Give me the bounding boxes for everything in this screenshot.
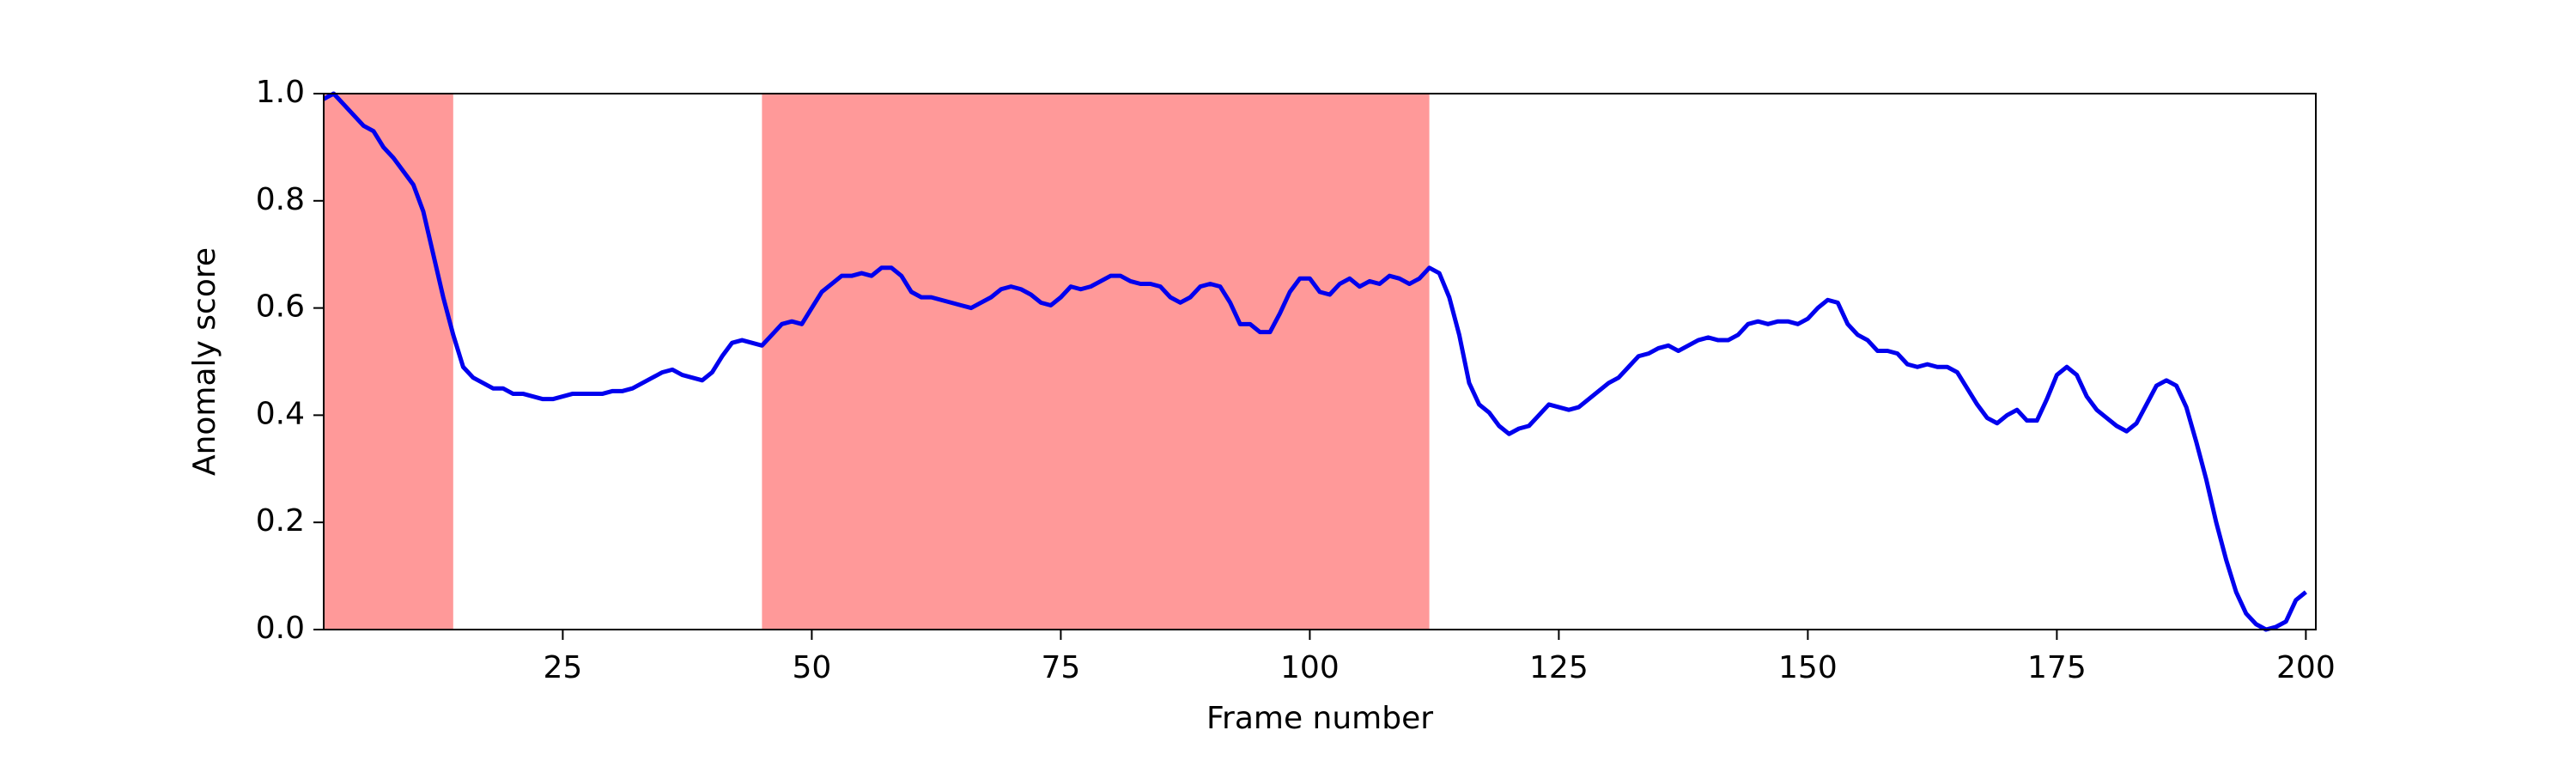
y-tick-label: 0.0	[256, 611, 305, 646]
x-tick-label: 50	[792, 650, 831, 685]
y-tick-label: 0.2	[256, 503, 305, 539]
x-tick-label: 150	[1778, 650, 1838, 685]
y-axis-label: Anomaly score	[187, 247, 222, 476]
x-axis-label: Frame number	[1206, 701, 1433, 736]
x-tick-label: 75	[1041, 650, 1080, 685]
y-tick-label: 1.0	[256, 75, 305, 110]
series-line	[322, 91, 2307, 632]
highlight-region	[762, 94, 1430, 630]
y-tick-label: 0.6	[256, 289, 305, 325]
x-tick-label: 175	[2027, 650, 2087, 685]
x-tick-label: 100	[1280, 650, 1340, 685]
x-tick-label: 200	[2276, 650, 2336, 685]
highlight-region	[324, 94, 453, 630]
y-tick-label: 0.4	[256, 396, 305, 431]
y-tick-label: 0.8	[256, 182, 305, 217]
x-tick-label: 25	[543, 650, 582, 685]
x-tick-label: 125	[1529, 650, 1589, 685]
plot-frame	[323, 93, 2317, 630]
